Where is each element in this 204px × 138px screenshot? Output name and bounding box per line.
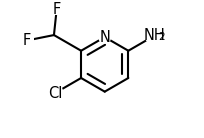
Text: 2: 2 bbox=[159, 32, 165, 42]
Circle shape bbox=[145, 25, 166, 45]
Circle shape bbox=[47, 85, 63, 101]
Circle shape bbox=[51, 4, 62, 14]
Text: Cl: Cl bbox=[48, 86, 62, 100]
Circle shape bbox=[99, 31, 111, 43]
Text: F: F bbox=[23, 33, 31, 48]
Text: F: F bbox=[53, 2, 61, 17]
Circle shape bbox=[21, 35, 32, 46]
Text: NH: NH bbox=[144, 28, 166, 43]
Text: N: N bbox=[99, 30, 110, 45]
